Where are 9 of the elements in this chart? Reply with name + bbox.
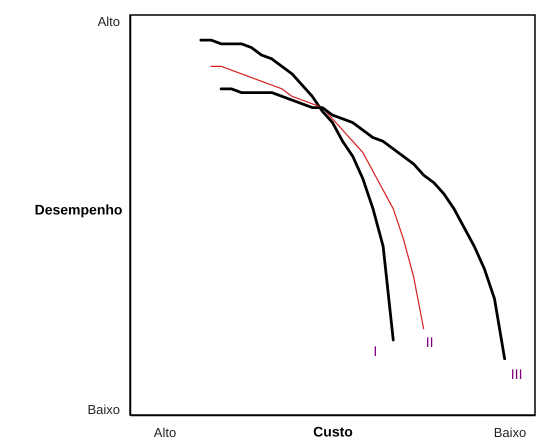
text: Alto [154,425,176,440]
x-axis-title: Custo [313,424,353,440]
text: Baixo [87,402,120,417]
text: Baixo [494,425,526,440]
text: Alto [98,14,120,29]
series-label: I [373,343,378,360]
y-axis-title: Desempenho [34,202,122,218]
series-label: III [510,366,522,382]
series-label: II [426,334,434,350]
